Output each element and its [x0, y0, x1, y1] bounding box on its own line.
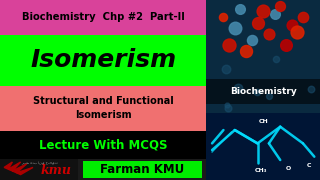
Point — [238, 8, 243, 10]
Point — [308, 87, 314, 90]
Point — [224, 67, 229, 70]
Point — [255, 21, 260, 24]
Bar — [0, 131, 206, 159]
Text: ربط هذب أني حكايت: ربط هذب أني حكايت — [21, 161, 58, 165]
Point — [232, 27, 237, 30]
Polygon shape — [4, 162, 33, 175]
Point — [249, 38, 254, 41]
Point — [221, 15, 226, 18]
Bar — [83, 161, 202, 178]
Point — [278, 4, 283, 7]
Point — [260, 10, 266, 13]
Text: Structural and Functional
Isomerism: Structural and Functional Isomerism — [33, 96, 173, 120]
Bar — [0, 159, 78, 180]
Bar — [0, 35, 206, 86]
Point — [295, 30, 300, 33]
Text: Isomerism: Isomerism — [30, 48, 176, 72]
Point — [227, 44, 232, 47]
Point — [266, 33, 271, 35]
Point — [226, 106, 231, 109]
Point — [284, 44, 289, 47]
Text: CH: CH — [258, 119, 268, 124]
Text: O: O — [285, 166, 291, 170]
Text: Biochemistry: Biochemistry — [230, 87, 297, 96]
Text: Farman KMU: Farman KMU — [100, 163, 185, 176]
Bar — [0, 0, 206, 35]
Text: CH₃: CH₃ — [255, 168, 267, 172]
Point — [274, 58, 279, 61]
Point — [272, 12, 277, 15]
Point — [255, 90, 260, 93]
Point — [244, 50, 249, 53]
Point — [289, 24, 294, 26]
Bar — [0, 86, 206, 131]
Text: C: C — [306, 163, 311, 168]
Text: Lecture With MCQS: Lecture With MCQS — [39, 138, 167, 151]
Point — [235, 87, 240, 89]
Point — [266, 94, 271, 97]
Text: Biochemistry  Chp #2  Part-II: Biochemistry Chp #2 Part-II — [22, 12, 185, 22]
Bar — [0, 159, 206, 180]
Bar — [206, 79, 320, 104]
Point — [300, 15, 306, 18]
Point — [224, 104, 229, 107]
Text: kmu: kmu — [40, 164, 71, 177]
